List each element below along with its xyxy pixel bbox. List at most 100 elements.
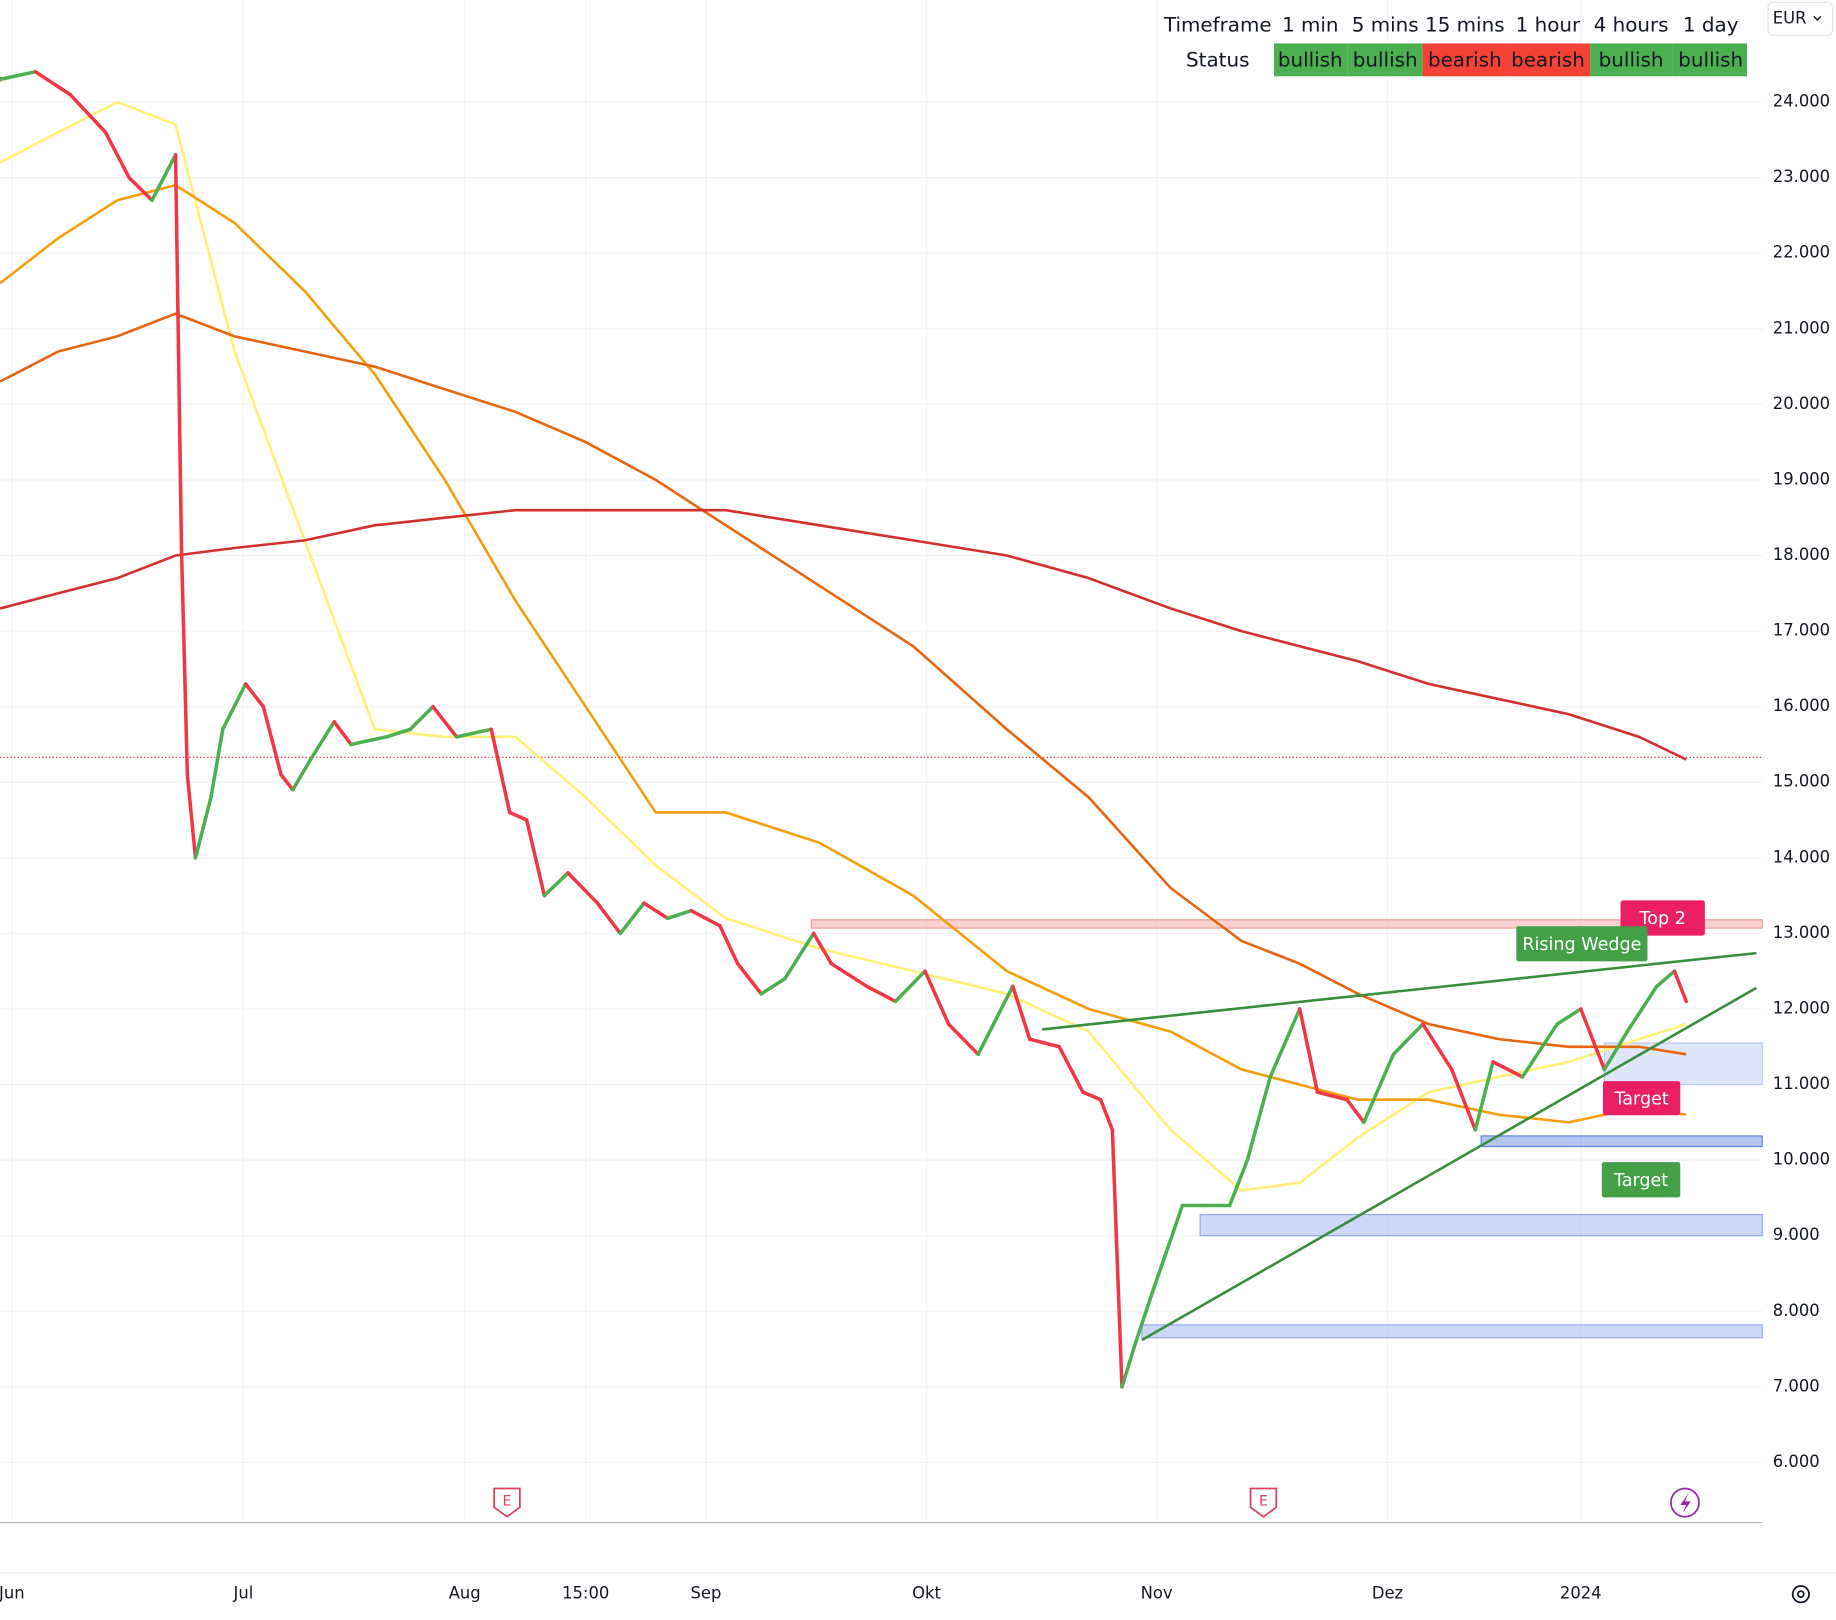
y-tick-label: 24.000 xyxy=(1773,92,1830,111)
y-tick-label: 20.000 xyxy=(1773,394,1830,413)
price-segment xyxy=(642,901,670,921)
price-segment xyxy=(308,720,336,762)
price-segment xyxy=(1098,1097,1115,1132)
price-segment xyxy=(1027,1037,1062,1049)
price-segment xyxy=(209,727,225,800)
y-tick-label: 12.000 xyxy=(1773,998,1830,1017)
price-segment xyxy=(1520,1022,1559,1079)
price-segment xyxy=(811,931,834,966)
y-tick-label: 17.000 xyxy=(1773,621,1830,640)
price-segment xyxy=(1245,1075,1272,1162)
annotation-label: Target xyxy=(1613,1171,1668,1191)
currency-dropdown[interactable]: EUR xyxy=(1767,1,1834,36)
status-cell xyxy=(1590,43,1673,77)
moving-average xyxy=(0,312,1687,1056)
price-segment xyxy=(893,969,927,1004)
x-tick-label: Nov xyxy=(1141,1584,1173,1603)
price-segment xyxy=(1473,1060,1495,1132)
table-header: 1 day xyxy=(1683,13,1739,36)
status-text: bullish xyxy=(1678,49,1743,72)
x-tick-label: 2024 xyxy=(1560,1584,1602,1603)
price-segment xyxy=(1345,1097,1366,1125)
price-segment xyxy=(542,871,570,898)
price-segment xyxy=(185,772,198,860)
currency-label: EUR xyxy=(1773,8,1807,27)
y-tick-label: 22.000 xyxy=(1773,243,1830,262)
status-text: bullish xyxy=(1599,49,1664,72)
price-segment xyxy=(332,720,353,747)
annotation-label: Rising Wedge xyxy=(1522,935,1641,955)
price-segment xyxy=(1011,984,1032,1041)
x-tick-label: Jul xyxy=(233,1584,254,1603)
y-tick-label: 21.000 xyxy=(1773,318,1830,337)
y-tick-label: 23.000 xyxy=(1773,167,1830,186)
earnings-marker: E xyxy=(1249,1487,1278,1518)
price-segment xyxy=(454,727,494,739)
price-segment xyxy=(103,130,131,180)
price-segment xyxy=(179,546,190,777)
price-segment xyxy=(1134,1286,1156,1344)
earnings-marker: E xyxy=(493,1487,521,1518)
price-segment xyxy=(1449,1067,1478,1132)
trendline xyxy=(1042,951,1757,1031)
price-segment xyxy=(1602,1029,1629,1072)
price-segment xyxy=(1625,984,1659,1034)
svg-text:E: E xyxy=(503,1493,512,1509)
price-segment xyxy=(291,757,313,792)
price-segment xyxy=(1297,1007,1320,1094)
zones xyxy=(810,919,1763,1339)
price-segment xyxy=(1391,1022,1425,1057)
price-segment xyxy=(783,931,816,981)
x-tick-label: Dez xyxy=(1372,1584,1403,1603)
moving-average xyxy=(0,100,1687,1192)
lines: Top 2 Rising Wedge Target Target xyxy=(0,70,1763,1389)
price-segment xyxy=(1579,1007,1607,1072)
settings-icon[interactable] xyxy=(1791,1585,1810,1604)
price-segment xyxy=(261,704,283,777)
price-segment xyxy=(68,92,108,135)
table-header: Timeframe xyxy=(1163,13,1272,36)
y-tick-label: 18.000 xyxy=(1773,545,1830,564)
x-tick-label: Jun xyxy=(0,1584,25,1603)
price-segment xyxy=(595,901,623,936)
price-segment xyxy=(221,682,248,732)
zone xyxy=(1603,1042,1763,1086)
y-tick-label: 6.000 xyxy=(1773,1452,1820,1471)
status-text: Status xyxy=(1186,49,1249,72)
price-segment xyxy=(1672,969,1689,1004)
price-segment xyxy=(864,984,898,1004)
status-cell xyxy=(1347,43,1423,77)
y-tick-label: 19.000 xyxy=(1773,469,1830,488)
price-segment xyxy=(408,704,435,732)
price-segment xyxy=(1555,1007,1583,1026)
price-segment xyxy=(243,682,266,709)
annotation-label: Target xyxy=(1613,1089,1668,1109)
y-tick-label: 13.000 xyxy=(1773,923,1830,942)
svg-text:E: E xyxy=(1259,1493,1268,1509)
table-header: 15 mins xyxy=(1425,13,1505,36)
lightning-icon[interactable] xyxy=(1670,1487,1700,1518)
y-tick-label: 8.000 xyxy=(1773,1301,1820,1320)
price-segment xyxy=(127,175,154,203)
status-cell xyxy=(1672,43,1748,77)
price-segment xyxy=(1151,1203,1185,1291)
table-header: 5 mins xyxy=(1352,13,1419,36)
price-segment xyxy=(1227,1158,1250,1208)
price-segment xyxy=(718,924,740,966)
status-cell xyxy=(1422,43,1507,77)
price-segment xyxy=(759,976,787,996)
moving-average xyxy=(0,508,1687,761)
price-segment xyxy=(524,818,547,898)
price-segment xyxy=(1315,1090,1349,1102)
status-text: bullish xyxy=(1353,49,1418,72)
y-tick-label: 15.000 xyxy=(1773,772,1830,791)
x-tick-label: 15:00 xyxy=(562,1584,609,1603)
price-segment xyxy=(665,908,693,921)
price-segment xyxy=(923,969,951,1026)
price-segment xyxy=(1362,1052,1396,1125)
y-tick-label: 11.000 xyxy=(1773,1074,1830,1093)
price-segment xyxy=(33,70,72,97)
price-segment xyxy=(384,727,412,739)
